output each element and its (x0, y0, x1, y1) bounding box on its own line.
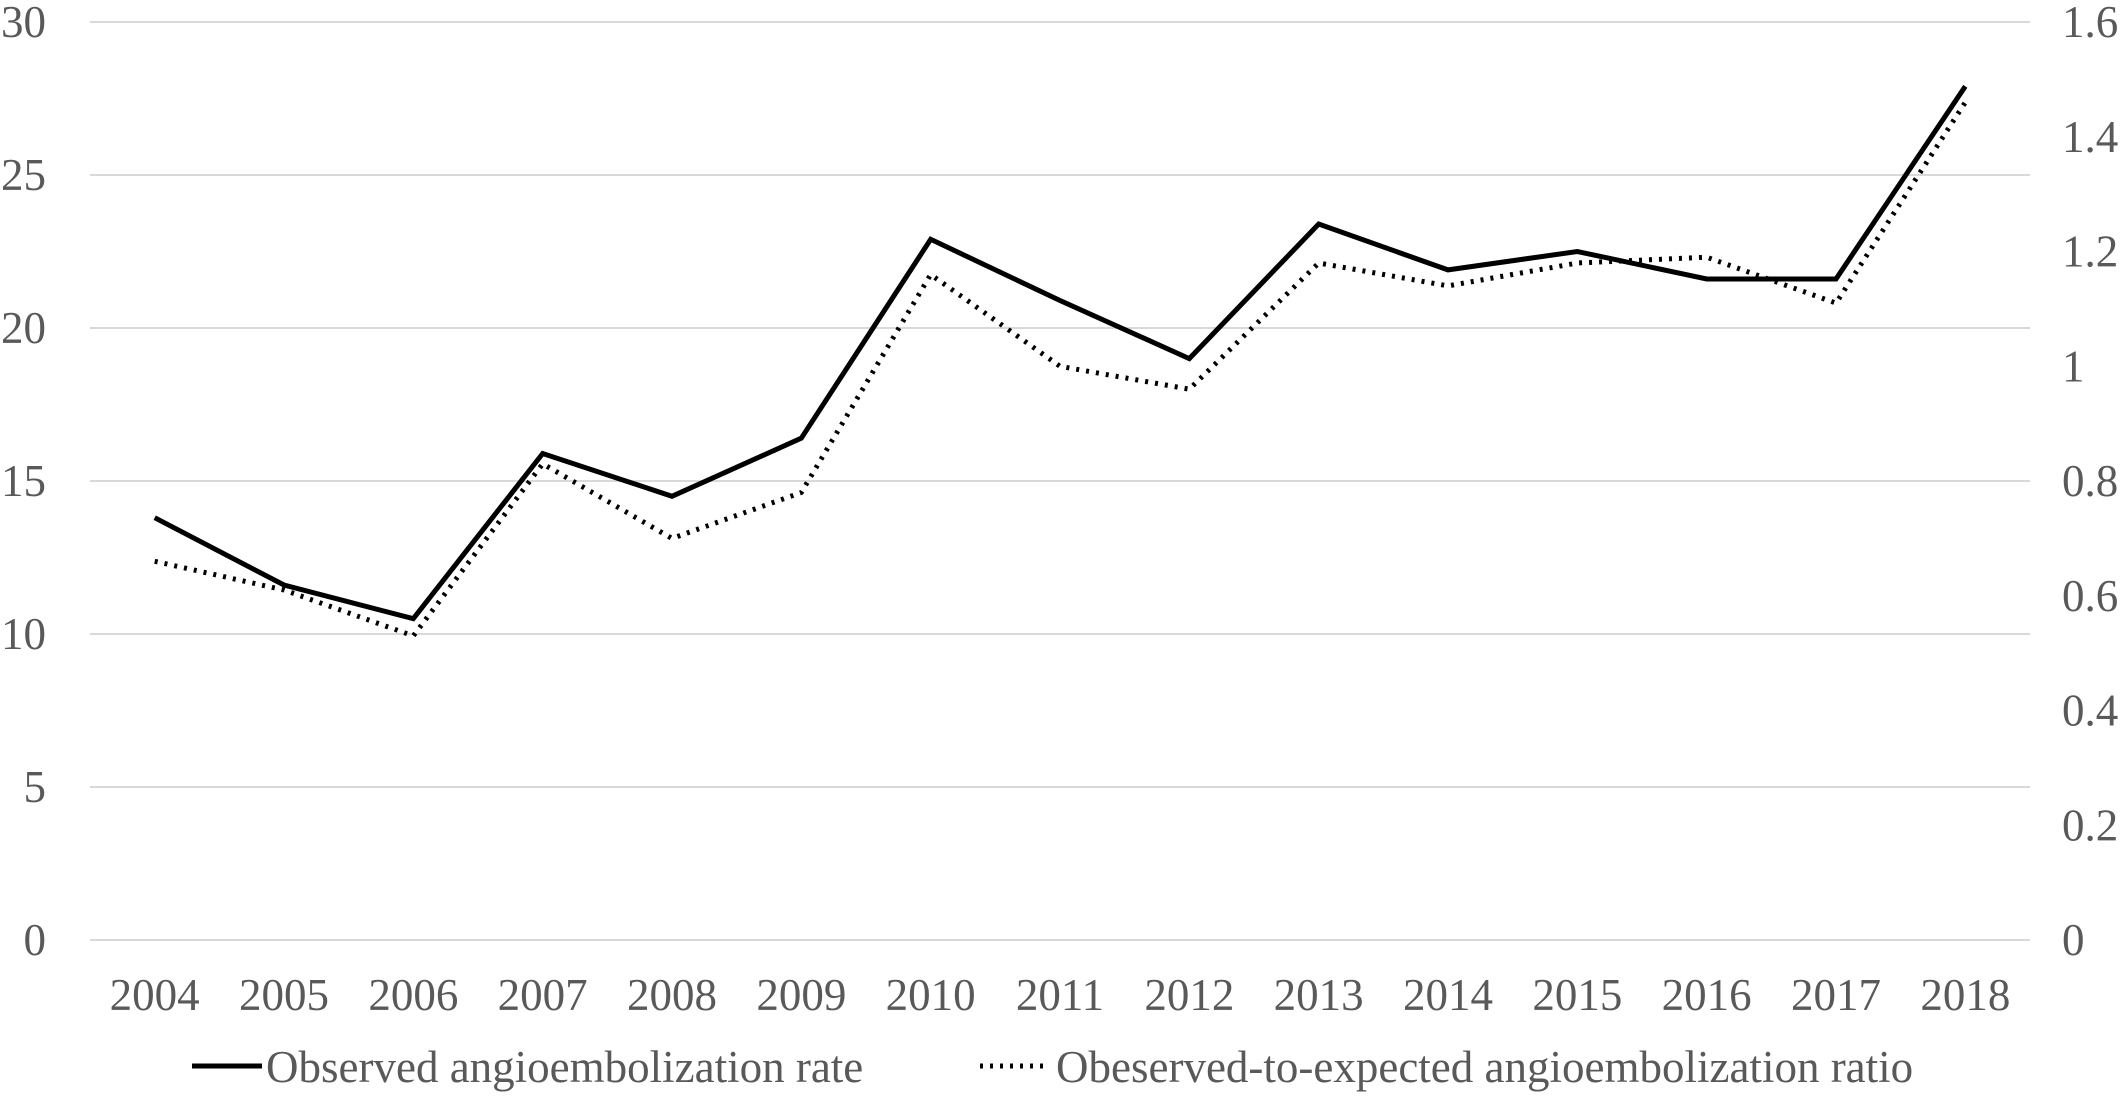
right-tick-label: 1.4 (2062, 112, 2118, 162)
legend: Observed angioembolization rate Obeserved… (192, 1042, 1913, 1092)
right-tick-label: 0.6 (2062, 571, 2118, 621)
x-tick-label: 2016 (1662, 970, 1752, 1020)
x-tick-label: 2015 (1532, 970, 1622, 1020)
x-tick-label: 2011 (1016, 970, 1104, 1020)
right-tick-label: 0.4 (2062, 686, 2118, 736)
left-tick-label: 0 (24, 915, 47, 965)
x-tick-label: 2012 (1144, 970, 1234, 1020)
series-line-2 (154, 100, 1968, 639)
right-tick-label: 1.6 (2062, 0, 2118, 47)
left-tick-label: 5 (24, 762, 47, 812)
x-tick-label: 2017 (1791, 970, 1881, 1020)
x-tick-label: 2018 (1920, 970, 2010, 1020)
series-layer (153, 84, 1968, 639)
gridlines (90, 21, 2030, 941)
right-tick-label: 0 (2062, 915, 2085, 965)
series-line-1 (153, 84, 1968, 622)
x-tick-label: 2014 (1403, 970, 1493, 1020)
right-axis-ticks: 0 0.2 0.4 0.6 0.8 1 1.2 1.4 1.6 (2062, 0, 2118, 965)
x-tick-label: 2008 (627, 970, 717, 1020)
right-tick-label: 1 (2062, 341, 2085, 391)
left-tick-label: 20 (1, 303, 46, 353)
x-tick-label: 2009 (756, 970, 846, 1020)
legend-label: Obeserved-to-expected angioembolization … (1056, 1042, 1913, 1092)
right-tick-label: 1.2 (2062, 227, 2118, 277)
left-tick-label: 10 (1, 609, 46, 659)
x-tick-label: 2005 (239, 970, 329, 1020)
x-tick-label: 2007 (498, 970, 588, 1020)
x-axis-ticks: 2004 2005 2006 2007 2008 2009 2010 2011 2012 2013… (110, 970, 2011, 1020)
left-axis-ticks: 0 5 10 15 20 25 30 (1, 0, 46, 965)
left-tick-label: 25 (1, 150, 46, 200)
left-tick-label: 15 (1, 456, 46, 506)
x-tick-label: 2006 (368, 970, 458, 1020)
x-tick-label: 2004 (110, 970, 200, 1020)
legend-label: Observed angioembolization rate (266, 1042, 863, 1092)
x-tick-label: 2010 (886, 970, 976, 1020)
right-tick-label: 0.2 (2062, 800, 2118, 850)
x-tick-label: 2013 (1274, 970, 1364, 1020)
left-tick-label: 30 (1, 0, 46, 47)
right-tick-label: 0.8 (2062, 456, 2118, 506)
